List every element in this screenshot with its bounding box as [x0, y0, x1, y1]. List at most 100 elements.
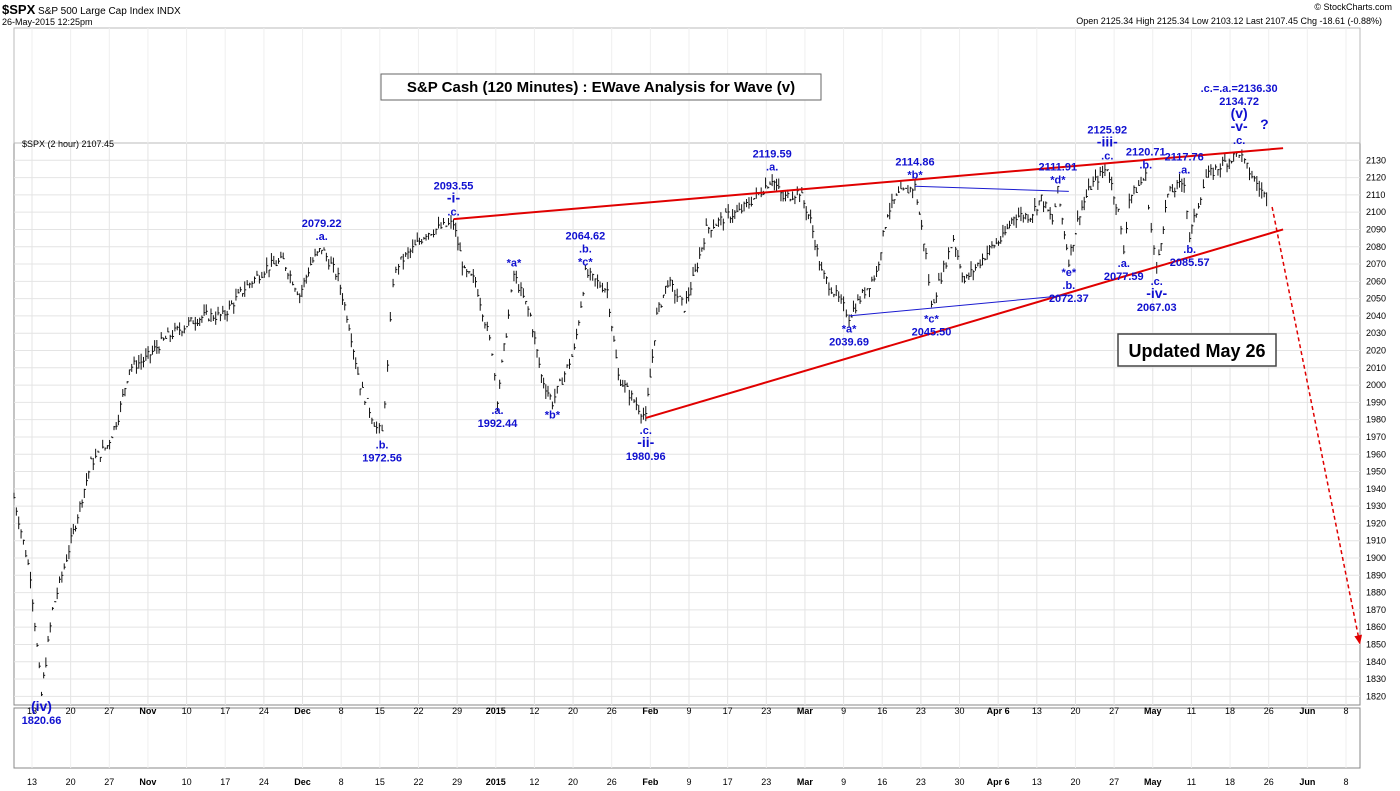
x-tick-label: Mar: [797, 706, 814, 716]
x-tick-label: 17: [220, 706, 230, 716]
wave-label: 1820.66: [22, 715, 62, 727]
header-symbol: $SPX S&P 500 Large Cap Index INDX: [2, 2, 181, 17]
wave-label: 1992.44: [478, 418, 519, 430]
x-tick-label-bottom: 18: [1225, 777, 1235, 787]
x-tick-label-bottom: 22: [413, 777, 423, 787]
wave-label: -i-: [447, 189, 461, 205]
wave-label: 2067.03: [1137, 302, 1177, 314]
y-tick-label: 1900: [1366, 553, 1386, 563]
wave-annotation: .a.2077.59: [1104, 258, 1144, 283]
wave-label: *a*: [507, 257, 522, 269]
y-tick-label: 2080: [1366, 242, 1386, 252]
wave-label: -v-: [1231, 118, 1248, 134]
x-tick-label: 8: [1343, 706, 1348, 716]
updated-label: Updated May 26: [1128, 341, 1265, 361]
y-tick-label: 1870: [1366, 605, 1386, 615]
x-tick-label: 24: [259, 706, 269, 716]
x-tick-label: 22: [413, 706, 423, 716]
wave-label: 2045.50: [912, 326, 952, 338]
y-tick-label: 2020: [1366, 346, 1386, 356]
wave-annotation: *a*2039.69: [829, 323, 869, 348]
x-tick-label: 12: [529, 706, 539, 716]
wave-annotation: .a.1992.44: [478, 405, 519, 430]
y-tick-label: 1890: [1366, 570, 1386, 580]
x-tick-label-bottom: 30: [955, 777, 965, 787]
x-tick-label: 9: [841, 706, 846, 716]
wave-label: 2114.86: [895, 156, 934, 168]
wave-annotation: (iv)1820.66: [22, 698, 62, 727]
x-tick-label: 20: [66, 706, 76, 716]
plot-frame: [13, 142, 1361, 706]
x-tick-label: 2015: [486, 706, 506, 716]
y-tick-label: 1990: [1366, 397, 1386, 407]
y-tick-label: 1830: [1366, 674, 1386, 684]
symbol-text: $SPX: [2, 2, 36, 17]
wave-annotation: *b*: [545, 409, 561, 421]
y-tick-label: 1970: [1366, 432, 1386, 442]
x-tick-label: 16: [877, 706, 887, 716]
y-tick-label: 1850: [1366, 639, 1386, 649]
wave-label: *c*: [578, 256, 593, 268]
wave-label: 1972.56: [362, 453, 402, 465]
x-tick-label-bottom: 29: [452, 777, 462, 787]
x-tick-label-bottom: 10: [182, 777, 192, 787]
wave-annotation: 2093.55-i-.c.: [434, 180, 474, 218]
x-tick-label-bottom: 12: [529, 777, 539, 787]
timestamp: 26-May-2015 12:25pm: [2, 17, 93, 27]
wave-annotation: ?: [1260, 116, 1269, 132]
wave-label: .b.: [376, 440, 389, 452]
wave-label: 1980.96: [626, 451, 666, 463]
y-tick-label: 2010: [1366, 363, 1386, 373]
wave-annotation: 2079.22.a.: [302, 218, 342, 243]
brand-label: © StockCharts.com: [1314, 2, 1392, 12]
trendline: [645, 228, 1284, 419]
x-tick-label-bottom: Jun: [1299, 777, 1315, 787]
x-tick-label: 26: [1264, 706, 1274, 716]
wave-label: 2077.59: [1104, 271, 1144, 283]
x-tick-label-bottom: 20: [1070, 777, 1080, 787]
wave-label: 2125.92: [1087, 124, 1127, 136]
x-tick-label-bottom: 11: [1187, 777, 1196, 787]
x-tick-label-bottom: 27: [1109, 777, 1119, 787]
x-tick-label-bottom: 23: [916, 777, 926, 787]
wave-label: 2072.37: [1049, 293, 1089, 305]
x-tick-label-bottom: 26: [1264, 777, 1274, 787]
wave-label: -iii-: [1097, 133, 1118, 149]
wave-label: -iv-: [1146, 285, 1167, 301]
x-tick-label-bottom: Dec: [294, 777, 311, 787]
wave-label: .b.: [1062, 280, 1075, 292]
x-tick-label: 23: [916, 706, 926, 716]
wave-label: .b.: [1183, 244, 1196, 256]
x-tick-label-bottom: Mar: [797, 777, 814, 787]
y-tick-label: 1920: [1366, 518, 1386, 528]
x-tick-label: 18: [1225, 706, 1235, 716]
x-tick-label-bottom: 13: [27, 777, 37, 787]
y-tick-label: 2110: [1366, 190, 1385, 200]
exchange-name: INDX: [156, 6, 181, 17]
wave-label: 2039.69: [829, 336, 869, 348]
quote-line: Open 2125.34 High 2125.34 Low 2103.12 La…: [1076, 16, 1382, 26]
y-tick-label: 1950: [1366, 467, 1386, 477]
lower-panel-frame: [13, 707, 1361, 769]
x-tick-label-bottom: 16: [877, 777, 887, 787]
wave-label: 2085.57: [1170, 257, 1210, 269]
x-tick-label-bottom: 13: [1032, 777, 1042, 787]
y-tick-label: 2050: [1366, 294, 1386, 304]
wave-label: .b.: [579, 243, 592, 255]
x-tick-label: 27: [1109, 706, 1119, 716]
y-tick-label: 1980: [1366, 415, 1386, 425]
y-tick-label: 1930: [1366, 501, 1386, 511]
x-tick-label: 20: [1070, 706, 1080, 716]
wave-label: -ii-: [637, 434, 654, 450]
wave-label: ?: [1260, 116, 1269, 132]
y-tick-label: 2040: [1366, 311, 1386, 321]
wave-label: *a*: [842, 323, 857, 335]
y-tick-label: 2030: [1366, 328, 1386, 338]
wave-label: 2079.22: [302, 218, 342, 230]
series-label: $SPX (2 hour) 2107.45: [22, 139, 114, 149]
x-tick-label: 8: [339, 706, 344, 716]
y-tick-label: 2100: [1366, 207, 1386, 217]
y-tick-label: 1910: [1366, 536, 1386, 546]
x-tick-label: 9: [686, 706, 691, 716]
wave-label: 2117.76: [1165, 151, 1204, 163]
